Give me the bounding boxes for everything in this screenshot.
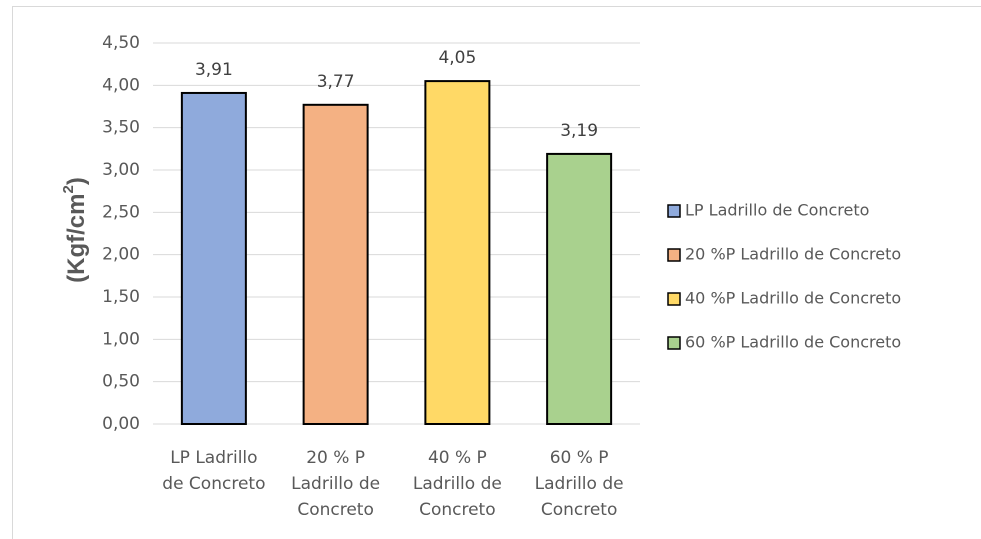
y-tick-label: 1,00 [102,329,140,349]
data-label: 4,05 [438,48,476,68]
bar [424,80,491,425]
y-axis-ticks: 0,00 0,50 1,00 1,50 2,00 2,50 3,00 3,50 4,00 4,50 [102,33,140,434]
data-label: 3,19 [560,121,598,141]
y-tick-label: 3,00 [102,160,140,180]
legend-swatch [667,204,681,218]
y-tick-label: 4,00 [102,75,140,95]
chart-frame-left [12,6,13,539]
legend-label: 60 %P Ladrillo de Concreto [685,333,901,352]
data-labels: 3,91 3,77 4,05 3,19 [195,48,598,141]
legend-swatch [667,336,681,350]
data-label: 3,91 [195,60,233,80]
y-tick-label: 0,50 [102,372,140,392]
legend: LP Ladrillo de Concreto 20 %P Ladrillo de… [667,201,901,352]
y-tick-label: 4,50 [102,33,140,53]
y-tick-label: 0,00 [102,414,140,434]
y-tick-label: 2,50 [102,202,140,222]
data-label: 3,77 [317,72,355,92]
bar [302,103,369,425]
y-tick-label: 1,50 [102,287,140,307]
category-label: LP Ladrillo de Concreto [162,448,265,494]
category-label: 60 % P Ladrillo de Concreto [535,448,624,520]
y-axis-label: (Kgf/cm2) [60,177,90,283]
bar [546,152,613,425]
legend-label: 40 %P Ladrillo de Concreto [685,289,901,308]
y-tick-label: 3,50 [102,118,140,138]
category-label: 40 % P Ladrillo de Concreto [413,448,502,520]
legend-label: 20 %P Ladrillo de Concreto [685,245,901,264]
bars [180,80,613,425]
category-label: 20 % P Ladrillo de Concreto [291,448,380,520]
bar [180,91,247,425]
y-tick-label: 2,00 [102,245,140,265]
legend-swatch [667,248,681,262]
x-axis-categories: LP Ladrillo de Concreto 20 % P Ladrillo de C… [162,448,623,520]
legend-label: LP Ladrillo de Concreto [685,201,869,220]
chart-frame-top [12,6,981,7]
legend-swatch [667,292,681,306]
